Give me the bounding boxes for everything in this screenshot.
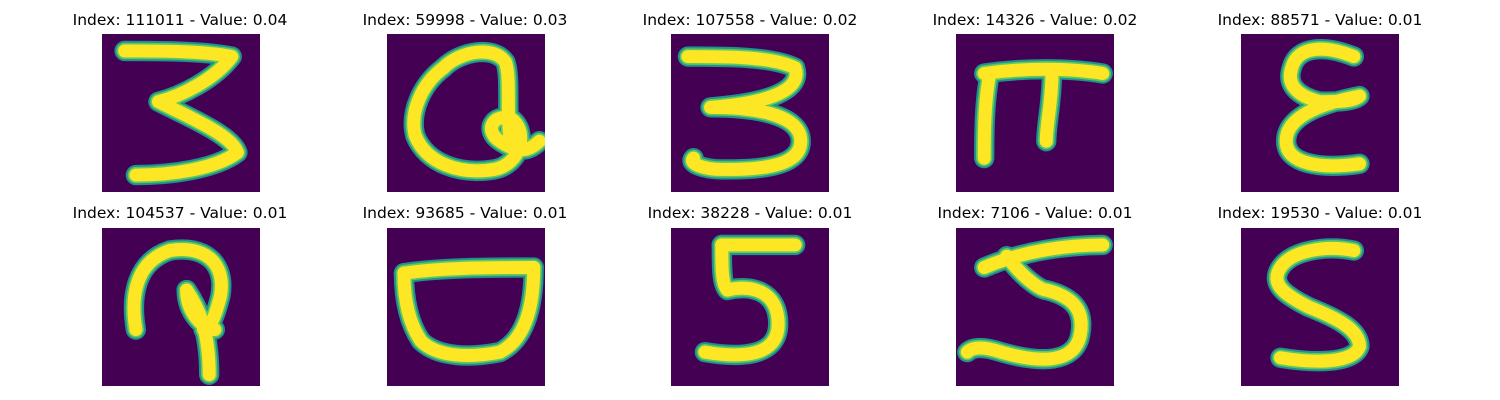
panel-title: Index: 19530 - Value: 0.01 [1217, 204, 1423, 222]
panel-title: Index: 38228 - Value: 0.01 [647, 204, 853, 222]
digit-image [1241, 34, 1399, 192]
digit-image [671, 34, 829, 192]
panel-8: Index: 38228 - Value: 0.01 [600, 193, 900, 386]
digit-image [956, 228, 1114, 386]
panel-2: Index: 59998 - Value: 0.03 [315, 0, 615, 192]
digit-image [671, 228, 829, 386]
panel-5: Index: 88571 - Value: 0.01 [1170, 0, 1470, 192]
panel-7: Index: 93685 - Value: 0.01 [315, 193, 615, 386]
panel-title: Index: 88571 - Value: 0.01 [1217, 11, 1423, 29]
panel-6: Index: 104537 - Value: 0.01 [30, 193, 330, 386]
panel-10: Index: 19530 - Value: 0.01 [1170, 193, 1470, 386]
panel-title: Index: 14326 - Value: 0.02 [932, 11, 1138, 29]
digit-image [387, 228, 545, 386]
panel-title: Index: 111011 - Value: 0.04 [72, 11, 288, 29]
digit-image [387, 34, 545, 192]
panel-1: Index: 111011 - Value: 0.04 [30, 0, 330, 192]
panel-title: Index: 59998 - Value: 0.03 [362, 11, 568, 29]
panel-3: Index: 107558 - Value: 0.02 [600, 0, 900, 192]
panel-title: Index: 93685 - Value: 0.01 [362, 204, 568, 222]
digit-image [1241, 228, 1399, 386]
digit-image [102, 228, 260, 386]
panel-title: Index: 7106 - Value: 0.01 [937, 204, 1133, 222]
panel-9: Index: 7106 - Value: 0.01 [885, 193, 1185, 386]
digit-image [956, 34, 1114, 192]
panel-4: Index: 14326 - Value: 0.02 [885, 0, 1185, 192]
panel-title: Index: 104537 - Value: 0.01 [72, 204, 288, 222]
panel-title: Index: 107558 - Value: 0.02 [642, 11, 858, 29]
digit-image [102, 34, 260, 192]
